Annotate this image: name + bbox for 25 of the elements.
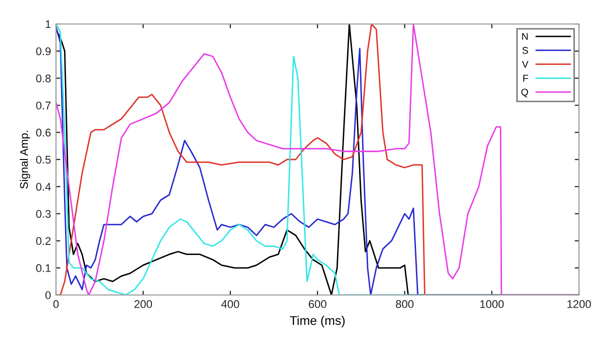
legend-label: Q [521,88,528,98]
y-tick-label: 0.5 [36,156,51,164]
legend-label: N [522,33,528,40]
y-tick-label: 0.1 [36,264,51,272]
y-tick-label: 0.8 [36,74,51,82]
x-axis-title: Time (ms) [290,316,345,328]
y-tick-label: 0.4 [36,182,51,191]
y-tick-label: 0 [45,291,51,300]
x-tick-label: 200 [134,300,152,308]
y-axis-title: Signal Amp. [20,130,30,189]
legend-label: S [522,46,528,54]
legend-label: F [523,74,528,82]
x-tick-label: 1000 [480,300,504,308]
y-tick-label: 0.3 [36,210,51,218]
y-tick-label: 0.7 [36,102,51,110]
x-tick-label: 400 [221,300,240,308]
y-tick-label: 0.9 [36,47,51,56]
legend-label: V [522,60,528,68]
y-tick-label: 0.2 [36,237,51,245]
x-tick-label: 600 [308,300,326,308]
x-tick-label: 0 [53,300,59,308]
x-tick-label: 1200 [567,300,591,308]
y-tick-label: 0.6 [36,128,51,137]
x-tick-label: 800 [396,300,414,308]
y-tick-label: 1 [46,20,51,28]
